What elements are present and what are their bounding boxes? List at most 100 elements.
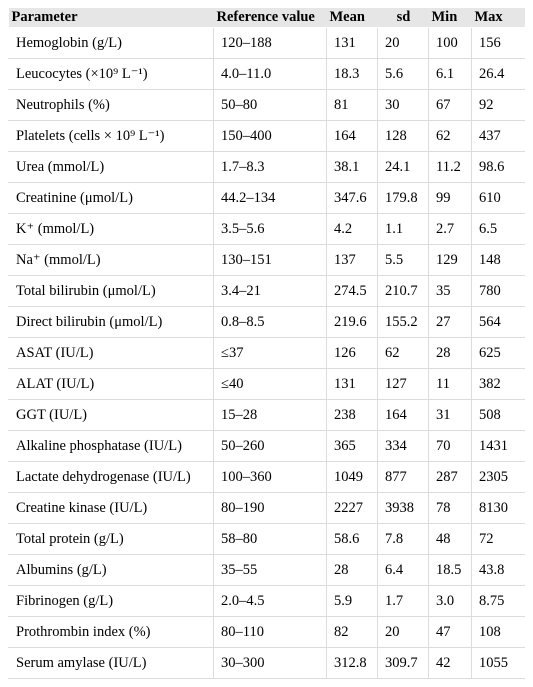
table-row: Total protein (g/L) 58–80 58.6 7.8 48 72 — [8, 523, 525, 555]
min-cell: 11 — [428, 368, 472, 400]
parameter-cell: ASAT (IU/L) — [8, 337, 214, 369]
table-row: Neutrophils (%) 50–80 81 30 67 92 — [8, 89, 525, 121]
mean-cell: 164 — [326, 120, 378, 152]
max-cell: 2305 — [471, 461, 525, 493]
mean-cell: 274.5 — [326, 275, 378, 307]
table-row: Serum amylase (IU/L) 30–300 312.8 309.7 42 10… — [8, 647, 525, 679]
sd-cell: 20 — [377, 616, 429, 648]
reference-value-cell: 4.0–11.0 — [213, 58, 327, 90]
max-cell: 98.6 — [471, 151, 525, 183]
table-row: Direct bilirubin (μmol/L) 0.8–8.5 219.6 155… — [8, 306, 525, 338]
table-row: Leucocytes (×10⁹ L⁻¹) 4.0–11.0 18.3 5.6 6.1 2… — [8, 58, 525, 90]
sd-cell: 5.6 — [377, 58, 429, 90]
mean-cell: 58.6 — [326, 523, 378, 555]
table-row: Creatinine (μmol/L) 44.2–134 347.6 179.8 99 6… — [8, 182, 525, 214]
sd-cell: 24.1 — [377, 151, 429, 183]
sd-cell: 6.4 — [377, 554, 429, 586]
mean-cell: 81 — [326, 89, 378, 121]
parameter-cell: K⁺ (mmol/L) — [8, 213, 214, 245]
table-row: Creatine kinase (IU/L) 80–190 2227 3938 78 81… — [8, 492, 525, 524]
parameter-cell: Na⁺ (mmol/L) — [8, 244, 214, 276]
mean-cell: 238 — [326, 399, 378, 431]
min-cell: 48 — [428, 523, 472, 555]
reference-value-cell: 44.2–134 — [213, 182, 327, 214]
min-cell: 11.2 — [428, 151, 472, 183]
reference-value-cell: ≤37 — [213, 337, 327, 369]
sd-cell: 155.2 — [377, 306, 429, 338]
reference-value-cell: 3.4–21 — [213, 275, 327, 307]
header-mean: Mean — [326, 8, 378, 28]
max-cell: 72 — [471, 523, 525, 555]
mean-cell: 219.6 — [326, 306, 378, 338]
max-cell: 148 — [471, 244, 525, 276]
mean-cell: 137 — [326, 244, 378, 276]
parameter-cell: Albumins (g/L) — [8, 554, 214, 586]
table-row: K⁺ (mmol/L) 3.5–5.6 4.2 1.1 2.7 6.5 — [8, 213, 525, 245]
min-cell: 6.1 — [428, 58, 472, 90]
table-row: GGT (IU/L) 15–28 238 164 31 508 — [8, 399, 525, 431]
mean-cell: 126 — [326, 337, 378, 369]
header-min: Min — [428, 8, 472, 28]
max-cell: 108 — [471, 616, 525, 648]
header-reference-value: Reference value — [213, 8, 327, 28]
sd-cell: 164 — [377, 399, 429, 431]
mean-cell: 131 — [326, 27, 378, 59]
min-cell: 47 — [428, 616, 472, 648]
mean-cell: 82 — [326, 616, 378, 648]
table-row: ALAT (IU/L) ≤40 131 127 11 382 — [8, 368, 525, 400]
parameter-cell: Urea (mmol/L) — [8, 151, 214, 183]
mean-cell: 312.8 — [326, 647, 378, 679]
max-cell: 625 — [471, 337, 525, 369]
parameter-cell: Fibrinogen (g/L) — [8, 585, 214, 617]
parameter-cell: Prothrombin index (%) — [8, 616, 214, 648]
max-cell: 156 — [471, 27, 525, 59]
reference-value-cell: ≤40 — [213, 368, 327, 400]
min-cell: 35 — [428, 275, 472, 307]
parameter-cell: Total bilirubin (μmol/L) — [8, 275, 214, 307]
reference-value-cell: 50–260 — [213, 430, 327, 462]
parameter-cell: Lactate dehydrogenase (IU/L) — [8, 461, 214, 493]
reference-value-cell: 3.5–5.6 — [213, 213, 327, 245]
max-cell: 8.75 — [471, 585, 525, 617]
sd-cell: 334 — [377, 430, 429, 462]
reference-value-cell: 0.8–8.5 — [213, 306, 327, 338]
sd-cell: 877 — [377, 461, 429, 493]
table-row: Fibrinogen (g/L) 2.0–4.5 5.9 1.7 3.0 8.75 — [8, 585, 525, 617]
min-cell: 70 — [428, 430, 472, 462]
table-row: Lactate dehydrogenase (IU/L) 100–360 1049 8… — [8, 461, 525, 493]
parameter-cell: Creatine kinase (IU/L) — [8, 492, 214, 524]
reference-value-cell: 35–55 — [213, 554, 327, 586]
min-cell: 67 — [428, 89, 472, 121]
table-body: Hemoglobin (g/L) 120–188 131 20 100 156 Leucoc… — [8, 27, 525, 679]
min-cell: 18.5 — [428, 554, 472, 586]
parameter-cell: Total protein (g/L) — [8, 523, 214, 555]
lab-values-table: Parameter Reference value Mean sd Min Ma… — [8, 8, 525, 679]
parameter-cell: Platelets (cells × 10⁹ L⁻¹) — [8, 120, 214, 152]
mean-cell: 28 — [326, 554, 378, 586]
min-cell: 99 — [428, 182, 472, 214]
parameter-cell: ALAT (IU/L) — [8, 368, 214, 400]
sd-cell: 30 — [377, 89, 429, 121]
reference-value-cell: 100–360 — [213, 461, 327, 493]
max-cell: 26.4 — [471, 58, 525, 90]
table-row: Na⁺ (mmol/L) 130–151 137 5.5 129 148 — [8, 244, 525, 276]
min-cell: 3.0 — [428, 585, 472, 617]
max-cell: 564 — [471, 306, 525, 338]
sd-cell: 20 — [377, 27, 429, 59]
sd-cell: 1.7 — [377, 585, 429, 617]
table-header: Parameter Reference value Mean sd Min Ma… — [8, 8, 525, 28]
table-row: Albumins (g/L) 35–55 28 6.4 18.5 43.8 — [8, 554, 525, 586]
reference-value-cell: 80–110 — [213, 616, 327, 648]
reference-value-cell: 150–400 — [213, 120, 327, 152]
mean-cell: 38.1 — [326, 151, 378, 183]
parameter-cell: Serum amylase (IU/L) — [8, 647, 214, 679]
header-row: Parameter Reference value Mean sd Min Ma… — [8, 8, 525, 28]
sd-cell: 179.8 — [377, 182, 429, 214]
table-row: Hemoglobin (g/L) 120–188 131 20 100 156 — [8, 27, 525, 59]
mean-cell: 4.2 — [326, 213, 378, 245]
table-row: Prothrombin index (%) 80–110 82 20 47 108 — [8, 616, 525, 648]
parameter-cell: Leucocytes (×10⁹ L⁻¹) — [8, 58, 214, 90]
reference-value-cell: 2.0–4.5 — [213, 585, 327, 617]
reference-value-cell: 50–80 — [213, 89, 327, 121]
table-row: Urea (mmol/L) 1.7–8.3 38.1 24.1 11.2 98.6 — [8, 151, 525, 183]
